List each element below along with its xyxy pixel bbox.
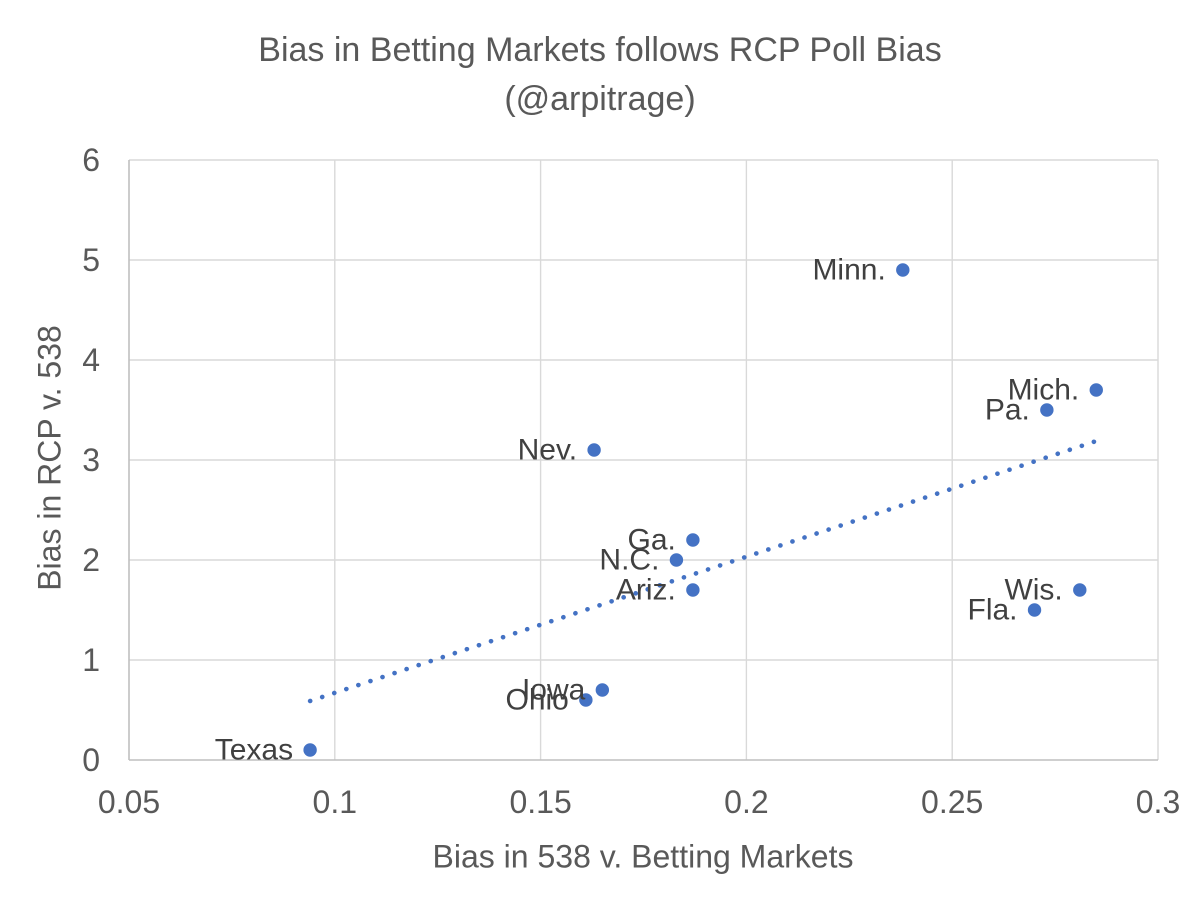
x-tick-label-015: 0.15 [509, 784, 571, 820]
x-tick-label-005: 0.05 [98, 784, 160, 820]
chart-title-line1: Bias in Betting Markets follows RCP Poll… [258, 31, 942, 69]
point-label-minn: Minn. [812, 254, 885, 287]
data-point-minn [896, 263, 910, 277]
point-label-ga: Ga. [628, 524, 676, 557]
x-tick-label-03: 0.3 [1136, 784, 1180, 820]
point-label-pa: Pa. [985, 394, 1030, 427]
chart-title-line2: (@arpitrage) [504, 80, 696, 118]
data-point-pa [1040, 403, 1054, 417]
point-label-ariz: Ariz. [616, 574, 676, 607]
x-tick-label-01: 0.1 [313, 784, 357, 820]
data-point-fla [1027, 603, 1042, 617]
point-label-nev: Nev. [518, 434, 577, 467]
point-label-ohio: Ohio [506, 684, 569, 717]
y-tick-label-1: 1 [82, 642, 100, 678]
trendline [307, 438, 1099, 704]
point-label-mich: Mich. [1008, 374, 1080, 407]
point-label-texas: Texas [215, 734, 293, 767]
data-point-nev [587, 443, 601, 457]
point-label-nc: N.C. [599, 544, 659, 577]
x-tick-label-025: 0.25 [921, 784, 983, 820]
x-axis-title: Bias in 538 v. Betting Markets [432, 838, 854, 875]
y-tick-label-0: 0 [82, 742, 100, 778]
y-axis-title: Bias in RCP v. 538 [31, 325, 68, 591]
data-point-iowa [595, 683, 610, 697]
data-point-texas [303, 743, 317, 757]
y-tick-label-5: 5 [82, 242, 100, 278]
y-tick-label-2: 2 [82, 542, 100, 578]
data-point-ohio [579, 693, 593, 707]
data-point-nc [669, 553, 684, 567]
data-point-ariz [686, 583, 700, 597]
chart-title: Bias in Betting Markets follows RCP Poll… [0, 26, 1200, 124]
data-point-ga [686, 533, 700, 547]
data-point-mich [1089, 383, 1103, 397]
data-point-wis [1073, 583, 1087, 597]
y-tick-label-3: 3 [82, 442, 100, 478]
point-label-fla: Fla. [968, 594, 1018, 627]
y-tick-label-4: 4 [82, 342, 100, 378]
point-label-iowa: Iowa [522, 674, 586, 707]
y-tick-label-6: 6 [82, 142, 100, 178]
x-tick-label-02: 0.2 [724, 784, 768, 820]
point-label-wis: Wis. [1004, 574, 1062, 607]
